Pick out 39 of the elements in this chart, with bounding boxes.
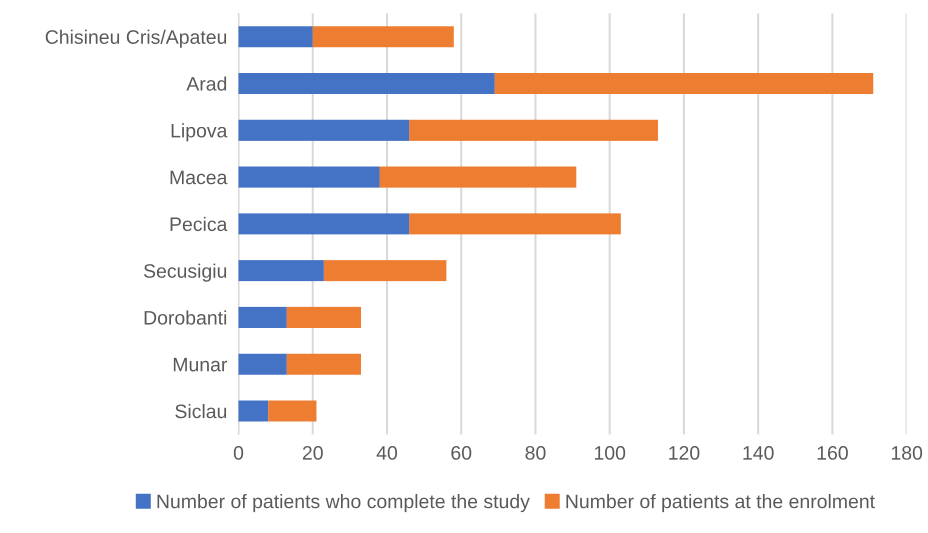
bar — [238, 26, 313, 48]
bar — [238, 213, 410, 234]
legend-label: Number of patients at the enrolment — [566, 494, 875, 512]
bar — [268, 400, 316, 422]
bar — [238, 354, 287, 375]
bar — [286, 354, 361, 375]
bar — [494, 72, 874, 94]
bar — [238, 120, 410, 141]
x-tick-label: 60 — [451, 446, 472, 460]
x-tick-label: 80 — [525, 446, 546, 460]
y-tick-label: Lipova — [172, 123, 228, 142]
bar — [380, 166, 576, 188]
y-tick-label: Macea — [170, 170, 228, 184]
x-tick-label: 20 — [302, 446, 323, 460]
bar — [286, 306, 361, 328]
x-tick-label: 160 — [818, 446, 848, 460]
y-tick-label: Pecica — [170, 216, 228, 232]
y-tick-label: Siclau — [175, 404, 226, 418]
bar — [409, 120, 658, 141]
x-tick-label: 100 — [594, 446, 626, 460]
y-tick-label: Chisineu Cris/Apateu — [46, 30, 226, 48]
x-tick-label: 0 — [234, 446, 244, 460]
legend-label: Number of patients who complete the study — [158, 494, 530, 512]
bar — [409, 213, 621, 234]
bar — [238, 400, 268, 422]
y-tick-label: Dorobanti — [144, 310, 226, 325]
x-tick-label: 40 — [376, 446, 398, 460]
bar — [312, 26, 454, 48]
y-tick-label: Munar — [174, 358, 228, 372]
x-tick-label: 140 — [743, 446, 774, 460]
x-tick-label: 120 — [669, 446, 700, 460]
x-tick-label: 180 — [892, 446, 922, 460]
y-tick-label: Secusigiu — [144, 264, 226, 282]
bar — [324, 260, 446, 282]
bar — [238, 306, 287, 328]
y-tick-label: Arad — [186, 76, 226, 91]
bar — [238, 260, 324, 282]
bar — [238, 72, 495, 94]
bar — [238, 166, 380, 188]
